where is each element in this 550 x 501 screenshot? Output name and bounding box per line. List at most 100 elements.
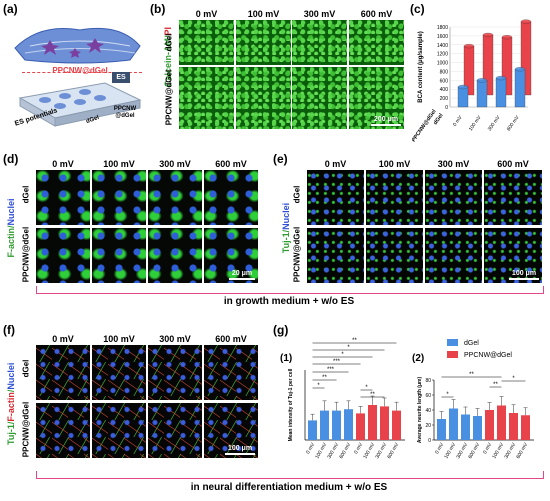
chart-g2-legend-swatch-dgel (447, 339, 458, 346)
e-image-dgel-300mv (425, 170, 482, 225)
c-y-tick: 1200 (437, 52, 448, 58)
ppcnw-top-label: PPCNW@dGel (52, 66, 108, 75)
c-bar (495, 77, 507, 108)
d-image-dgel-0mv (36, 170, 90, 225)
e-image-ppcnw-0mv (307, 228, 364, 283)
chart-g2-bar (521, 415, 530, 440)
growth-medium-bracket (36, 286, 544, 294)
c-y-tick: 1000 (437, 61, 448, 67)
e-image-dgel-100mv (366, 170, 423, 225)
c-x-tick: 100 mV (468, 114, 483, 132)
c-x-tick: 300 mV (487, 114, 502, 132)
well-plate-illustration (10, 78, 150, 130)
chart-g2-bar (497, 405, 506, 440)
c-y-tick: 1800 (437, 25, 448, 31)
f-row-ppcnw: PPCNW@dGel (21, 401, 31, 458)
ppcnw-plate-label: PPCNW @dGel (113, 106, 137, 119)
d-col-0mv: 0 mV (52, 159, 74, 169)
e-image-ppcnw-300mv (425, 228, 482, 283)
f-image-ppcnw-600mv: 100 μm (204, 403, 258, 458)
f-col-600mv: 600 mV (215, 334, 247, 344)
d-scalebar: 20 μm (229, 270, 255, 280)
d-col-300mv: 300 mV (159, 159, 191, 169)
chart-g1-sig-label: * (341, 352, 344, 358)
chart-g1-x-tick: 0 mV (305, 441, 316, 455)
c-y-label: BCA content (μg/sample) (418, 31, 424, 102)
chart-g2-bar (461, 414, 470, 440)
d-image-ppcnw-600mv: 20 μm (204, 228, 258, 283)
d-image-ppcnw-100mv (92, 228, 146, 283)
d-row-ppcnw: PPCNW@dGel (21, 226, 31, 283)
b-image-dgel-600mv (349, 20, 404, 65)
chart-g2-y-tick: 40 (425, 408, 431, 414)
f-image-dgel-0mv (36, 345, 90, 400)
chart-g1-x-tick: 600 mV (338, 441, 352, 459)
f-image-ppcnw-100mv (92, 403, 146, 458)
c-y-tick: 400 (440, 87, 449, 93)
c-y-tick: 1400 (437, 43, 448, 49)
g1-sublabel: (1) (280, 353, 293, 364)
chart-g2-x-tick: 0 mV (482, 441, 493, 455)
chart-g2-y-label: Average neurite length (μm) (417, 377, 423, 444)
c-bar-top (520, 19, 532, 24)
c-y-tick: 200 (440, 96, 449, 102)
neural-medium-bracket (36, 471, 544, 479)
chart-g2-y-tick: 60 (425, 393, 431, 399)
c-bar-top (476, 78, 488, 83)
chart-g2-x-tick: 0 mV (434, 441, 445, 455)
b-image-dgel-0mv (179, 20, 234, 65)
c-bar (514, 69, 526, 108)
es-box: ES (112, 72, 130, 83)
zoom-dashed-line (22, 72, 142, 74)
b-scalebar: 200 μm (371, 116, 401, 126)
f-col-300mv: 300 mV (159, 334, 191, 344)
e-stain-label: Tuj-1/Nuclei (281, 202, 291, 254)
chart-g1-sig-label: *** (327, 367, 335, 373)
chart-g2-y-tick: 80 (425, 378, 431, 384)
chart-g1-sig-label: *** (333, 359, 341, 365)
f-col-0mv: 0 mV (52, 334, 74, 344)
panel-f-label: (f) (3, 323, 15, 337)
e-row-dgel: dGel (292, 185, 302, 204)
c-bar-top (495, 75, 507, 81)
chart-g1-bar (308, 420, 317, 440)
well-plate-icon (18, 82, 142, 127)
e-row-ppcnw: PPCNW@dGel (292, 226, 302, 283)
chart-g2-sig-label: * (512, 376, 515, 382)
b-col-600mv: 600 mV (360, 9, 393, 19)
e-scalebar: 100 μm (509, 270, 539, 280)
d-image-ppcnw-0mv (36, 228, 90, 283)
c-bar-top (457, 84, 469, 90)
chart-g1-x-tick: 0 mV (353, 441, 364, 455)
e-col-100mv: 100 mV (378, 159, 411, 169)
b-row-dgel: dGel (164, 33, 174, 52)
neural-medium-caption: in neural differentiation medium + w/o E… (190, 482, 388, 493)
c-x-tick: 600 mV (506, 114, 521, 132)
chart-g2-legend-dgel: dGel (464, 340, 479, 347)
chart-g1-sig-label: * (365, 385, 368, 391)
chart-g2-y-tick: 0 (428, 438, 431, 444)
e-image-ppcnw-600mv: 100 μm (484, 228, 542, 283)
chart-g2-bar (485, 410, 494, 440)
c-bar-top (501, 35, 513, 40)
c-y-tick: 0 (445, 105, 448, 111)
panel-d-label: (d) (3, 152, 19, 166)
panel-a-label: (a) (3, 2, 18, 16)
d-image-dgel-100mv (92, 170, 146, 225)
c-y-tick: 600 (440, 78, 449, 84)
chart-g1-bar (356, 413, 365, 440)
f-image-dgel-300mv (148, 345, 202, 400)
c-x-tick: 0 mV (452, 114, 464, 128)
b-image-ppcnw-100mv (236, 67, 291, 129)
chart-g1-bar (332, 410, 341, 440)
chart-g1-sig-label: * (347, 345, 350, 351)
e-image-dgel-0mv (307, 170, 364, 225)
d-image-ppcnw-300mv (148, 228, 202, 283)
e-image-dgel-600mv (484, 170, 542, 225)
c-bar-top (514, 67, 526, 72)
f-image-ppcnw-0mv (36, 403, 90, 458)
panel-e-label: (e) (273, 152, 288, 166)
f-col-100mv: 100 mV (103, 334, 135, 344)
